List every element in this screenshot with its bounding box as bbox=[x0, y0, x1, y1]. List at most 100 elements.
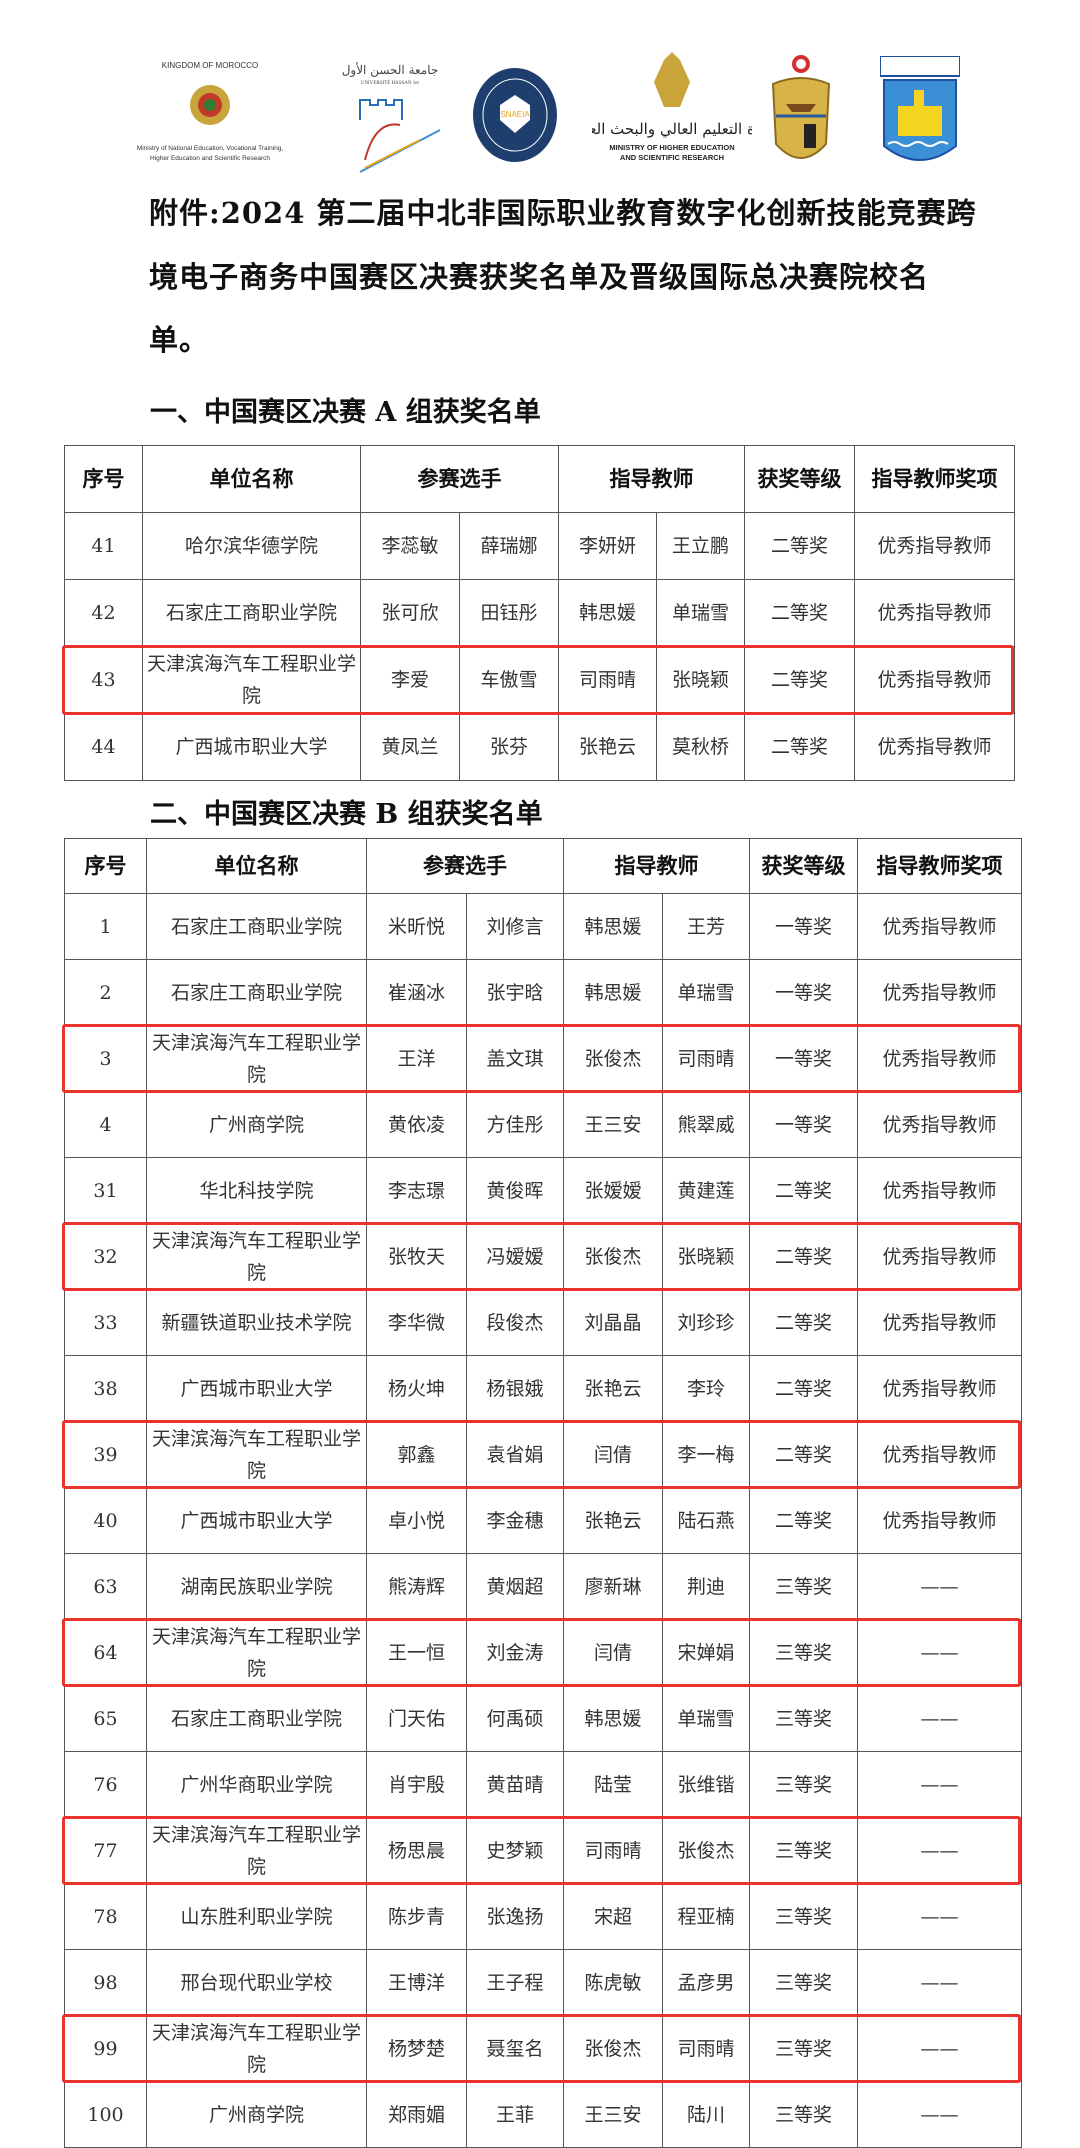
teacher-award: 优秀指导教师 bbox=[857, 1157, 1022, 1224]
tunisia-emblem-logo bbox=[768, 54, 834, 178]
teacher-2: 宋婵娟 bbox=[662, 1619, 750, 1686]
teacher-award: —— bbox=[857, 1949, 1022, 2016]
table-row: 31 华北科技学院 李志璟 黄俊晖 张嫒嫒 黄建莲 二等奖 优秀指导教师 bbox=[64, 1157, 1022, 1224]
player-2: 黄烟超 bbox=[466, 1553, 564, 1620]
award-level: 二等奖 bbox=[744, 579, 855, 647]
player-1: 王一恒 bbox=[366, 1619, 467, 1686]
award-level: 一等奖 bbox=[749, 893, 858, 960]
player-1: 门天佑 bbox=[366, 1685, 467, 1752]
award-level: 二等奖 bbox=[749, 1421, 858, 1488]
header-no: 序号 bbox=[64, 838, 147, 894]
player-1: 米昕悦 bbox=[366, 893, 467, 960]
svg-text:SNAEIA: SNAEIA bbox=[500, 110, 530, 119]
svg-text:جامعة الحسن الأول: جامعة الحسن الأول bbox=[342, 62, 439, 77]
award-level: 一等奖 bbox=[749, 959, 858, 1026]
teacher-award: —— bbox=[857, 1553, 1022, 1620]
teacher-award: —— bbox=[857, 1619, 1022, 1686]
table-row: 39 天津滨海汽车工程职业学院 郭鑫 袁省娟 闫倩 李一梅 二等奖 优秀指导教师 bbox=[64, 1421, 1022, 1488]
teacher-award: 优秀指导教师 bbox=[854, 512, 1015, 580]
teacher-2: 孟彦男 bbox=[662, 1949, 750, 2016]
teacher-2: 程亚楠 bbox=[662, 1883, 750, 1950]
header-unit: 单位名称 bbox=[142, 445, 361, 513]
svg-text:وزارة التعليم العالي والبحث ال: وزارة التعليم العالي والبحث العلمي bbox=[592, 120, 752, 138]
table-header-row: 序号 单位名称 参赛选手 指导教师 获奖等级 指导教师奖项 bbox=[64, 445, 1015, 513]
table-row: 40 广西城市职业大学 卓小悦 李金穗 张艳云 陆石燕 二等奖 优秀指导教师 bbox=[64, 1487, 1022, 1554]
player-1: 杨火坤 bbox=[366, 1355, 467, 1422]
unit-name: 华北科技学院 bbox=[146, 1157, 367, 1224]
player-2: 李金穗 bbox=[466, 1487, 564, 1554]
unit-name: 天津滨海汽车工程职业学院 bbox=[146, 1619, 367, 1686]
player-1: 李蕊敏 bbox=[360, 512, 460, 580]
player-1: 黄凤兰 bbox=[360, 713, 460, 781]
table-row: 42 石家庄工商职业学院 张可欣 田钰彤 韩思媛 单瑞雪 二等奖 优秀指导教师 bbox=[64, 579, 1015, 647]
row-number: 76 bbox=[64, 1751, 147, 1818]
table-row: 32 天津滨海汽车工程职业学院 张牧天 冯嫒嫒 张俊杰 张晓颖 二等奖 优秀指导教师 bbox=[64, 1223, 1022, 1290]
player-1: 郑雨媚 bbox=[366, 2081, 467, 2148]
city-crest-logo bbox=[879, 55, 961, 175]
teacher-award: 优秀指导教师 bbox=[857, 1091, 1022, 1158]
svg-text:AND SCIENTIFIC RESEARCH: AND SCIENTIFIC RESEARCH bbox=[620, 153, 724, 162]
table-row: 98 邢台现代职业学校 王博洋 王子程 陈虎敏 孟彦男 三等奖 —— bbox=[64, 1949, 1022, 2016]
teacher-award: —— bbox=[857, 1817, 1022, 1884]
document-title-line-2: 境电子商务中国赛区决赛获奖名单及晋级国际总决赛院校名 bbox=[149, 260, 930, 294]
teacher-award: 优秀指导教师 bbox=[857, 959, 1022, 1026]
row-number: 2 bbox=[64, 959, 147, 1026]
row-number: 1 bbox=[64, 893, 147, 960]
player-1: 张可欣 bbox=[360, 579, 460, 647]
table-row: 78 山东胜利职业学院 陈步青 张逸扬 宋超 程亚楠 三等奖 —— bbox=[64, 1883, 1022, 1950]
table-row: 65 石家庄工商职业学院 门天佑 何禹硕 韩思媛 单瑞雪 三等奖 —— bbox=[64, 1685, 1022, 1752]
player-1: 李爱 bbox=[360, 646, 460, 714]
player-2: 黄苗晴 bbox=[466, 1751, 564, 1818]
award-level: 二等奖 bbox=[749, 1487, 858, 1554]
document-title-line-3: 单。 bbox=[149, 323, 210, 357]
teacher-1: 张俊杰 bbox=[563, 1025, 663, 1092]
award-level: 三等奖 bbox=[749, 1817, 858, 1884]
award-level: 三等奖 bbox=[749, 2081, 858, 2148]
row-number: 100 bbox=[64, 2081, 147, 2148]
player-2: 车傲雪 bbox=[459, 646, 559, 714]
player-1: 王博洋 bbox=[366, 1949, 467, 2016]
teacher-2: 刘珍珍 bbox=[662, 1289, 750, 1356]
teacher-award: 优秀指导教师 bbox=[854, 579, 1015, 647]
teacher-1: 李妍妍 bbox=[558, 512, 657, 580]
row-number: 4 bbox=[64, 1091, 147, 1158]
row-number: 32 bbox=[64, 1223, 147, 1290]
award-level: 二等奖 bbox=[749, 1289, 858, 1356]
teacher-1: 张艳云 bbox=[563, 1487, 663, 1554]
teacher-2: 陆石燕 bbox=[662, 1487, 750, 1554]
unit-name: 广州华商职业学院 bbox=[146, 1751, 367, 1818]
teacher-award: 优秀指导教师 bbox=[854, 713, 1015, 781]
teacher-award: 优秀指导教师 bbox=[857, 1355, 1022, 1422]
row-number: 78 bbox=[64, 1883, 147, 1950]
player-1: 熊涛辉 bbox=[366, 1553, 467, 1620]
header-unit: 单位名称 bbox=[146, 838, 367, 894]
teacher-2: 李一梅 bbox=[662, 1421, 750, 1488]
header-teachers: 指导教师 bbox=[558, 445, 745, 513]
player-1: 黄依凌 bbox=[366, 1091, 467, 1158]
teacher-2: 荆迪 bbox=[662, 1553, 750, 1620]
header-teachers: 指导教师 bbox=[563, 838, 750, 894]
header-level: 获奖等级 bbox=[744, 445, 855, 513]
unit-name: 山东胜利职业学院 bbox=[146, 1883, 367, 1950]
header-players: 参赛选手 bbox=[366, 838, 564, 894]
row-number: 99 bbox=[64, 2015, 147, 2082]
award-level: 三等奖 bbox=[749, 1883, 858, 1950]
teacher-award: 优秀指导教师 bbox=[857, 1421, 1022, 1488]
teacher-1: 陈虎敏 bbox=[563, 1949, 663, 2016]
teacher-1: 刘晶晶 bbox=[563, 1289, 663, 1356]
award-level: 三等奖 bbox=[749, 1751, 858, 1818]
unit-name: 天津滨海汽车工程职业学院 bbox=[146, 2015, 367, 2082]
header-award: 指导教师奖项 bbox=[854, 445, 1015, 513]
unit-name: 湖南民族职业学院 bbox=[146, 1553, 367, 1620]
player-2: 田钰彤 bbox=[459, 579, 559, 647]
group-b-table: 序号 单位名称 参赛选手 指导教师 获奖等级 指导教师奖项 1 石家庄工商职业学院… bbox=[62, 838, 1022, 2148]
teacher-1: 闫倩 bbox=[563, 1421, 663, 1488]
teacher-1: 王三安 bbox=[563, 1091, 663, 1158]
teacher-award: —— bbox=[857, 1883, 1022, 1950]
teacher-1: 韩思媛 bbox=[563, 959, 663, 1026]
row-number: 33 bbox=[64, 1289, 147, 1356]
award-level: 二等奖 bbox=[744, 512, 855, 580]
table-row: 64 天津滨海汽车工程职业学院 王一恒 刘金涛 闫倩 宋婵娟 三等奖 —— bbox=[64, 1619, 1022, 1686]
teacher-1: 王三安 bbox=[563, 2081, 663, 2148]
table-row: 33 新疆铁道职业技术学院 李华微 段俊杰 刘晶晶 刘珍珍 二等奖 优秀指导教师 bbox=[64, 1289, 1022, 1356]
